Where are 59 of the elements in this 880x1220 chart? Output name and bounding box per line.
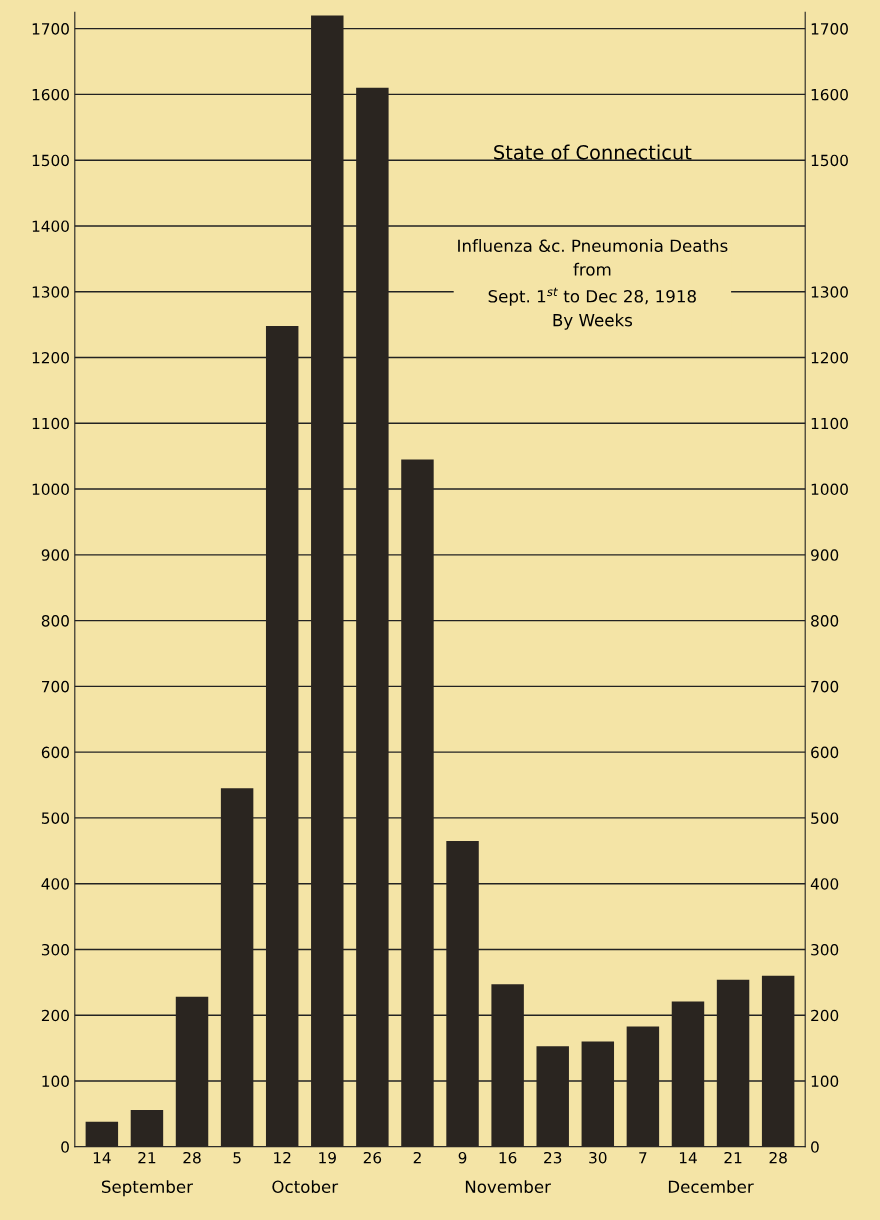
x-tick-label: 28 xyxy=(183,1151,201,1164)
y-tick-label: 200 xyxy=(41,1009,69,1022)
y-tick-label: 1100 xyxy=(32,417,69,430)
x-tick-label: 14 xyxy=(679,1152,697,1164)
y2-tick-label: 300 xyxy=(811,943,839,956)
y-tick-label: 900 xyxy=(41,549,69,561)
text: October xyxy=(272,1180,339,1194)
y-tick-label: 600 xyxy=(41,746,69,759)
y2-tick-label: 900 xyxy=(811,549,839,561)
x-tick-label: 7 xyxy=(639,1152,647,1164)
bar xyxy=(85,1121,119,1147)
y-tick-label: 100 xyxy=(42,1075,69,1088)
y2-tick-label: 1600 xyxy=(811,88,848,101)
y-tick-label: 1200 xyxy=(32,351,69,364)
x-tick-label: 14 xyxy=(93,1152,111,1164)
text: December xyxy=(668,1180,754,1194)
x-tick-label: 23 xyxy=(544,1151,562,1164)
x-tick-label: 26 xyxy=(363,1151,382,1164)
y2-tick-label: 700 xyxy=(811,680,839,693)
y2-tick-label: 200 xyxy=(811,1009,839,1022)
x-tick-label: 2 xyxy=(413,1151,421,1164)
y-tick-label: 800 xyxy=(41,615,69,627)
x-tick-label: 30 xyxy=(589,1151,607,1164)
y2-tick-label: 1500 xyxy=(811,154,848,167)
y2-tick-label: 1200 xyxy=(811,351,848,364)
text: November xyxy=(465,1180,551,1194)
text: Influenza &c. Pneumonia Deaths from Sept. 1$^{st}$ to Dec 28, 1918 By Weeks xyxy=(458,239,728,330)
y2-tick-label: 800 xyxy=(811,615,839,627)
y2-tick-label: 500 xyxy=(811,812,839,824)
y2-tick-label: 1700 xyxy=(811,23,848,35)
y2-tick-label: 1100 xyxy=(811,417,848,430)
y2-tick-label: 1000 xyxy=(811,483,848,496)
text: State of Connecticut xyxy=(494,144,692,160)
x-tick-label: 21 xyxy=(724,1151,742,1164)
y-tick-label: 1300 xyxy=(32,286,69,298)
y-tick-label: 1000 xyxy=(32,483,69,496)
y-tick-label: 1500 xyxy=(32,154,69,167)
y-tick-label: 400 xyxy=(41,878,69,890)
bar xyxy=(130,1109,164,1147)
y-tick-label: 700 xyxy=(42,680,69,693)
x-tick-label: 16 xyxy=(499,1151,517,1164)
y2-tick-label: 1300 xyxy=(811,286,848,298)
y-tick-label: 1600 xyxy=(32,88,69,101)
y-tick-label: 1700 xyxy=(32,23,69,35)
y2-tick-label: 600 xyxy=(811,746,839,759)
y2-tick-label: 400 xyxy=(810,878,839,890)
y2-tick-label: 100 xyxy=(811,1075,839,1088)
text: September xyxy=(101,1180,193,1197)
x-tick-label: 12 xyxy=(274,1151,291,1164)
x-tick-label: 5 xyxy=(233,1152,241,1164)
x-tick-label: 19 xyxy=(319,1151,336,1164)
x-tick-label: 21 xyxy=(138,1151,156,1164)
x-tick-label: 28 xyxy=(769,1151,787,1164)
x-tick-label: 9 xyxy=(458,1151,467,1164)
y-tick-label: 0 xyxy=(61,1141,69,1153)
y-tick-label: 1400 xyxy=(32,220,69,232)
y2-tick-label: 0 xyxy=(811,1141,819,1153)
y-tick-label: 500 xyxy=(41,812,69,824)
y-tick-label: 300 xyxy=(41,943,69,956)
